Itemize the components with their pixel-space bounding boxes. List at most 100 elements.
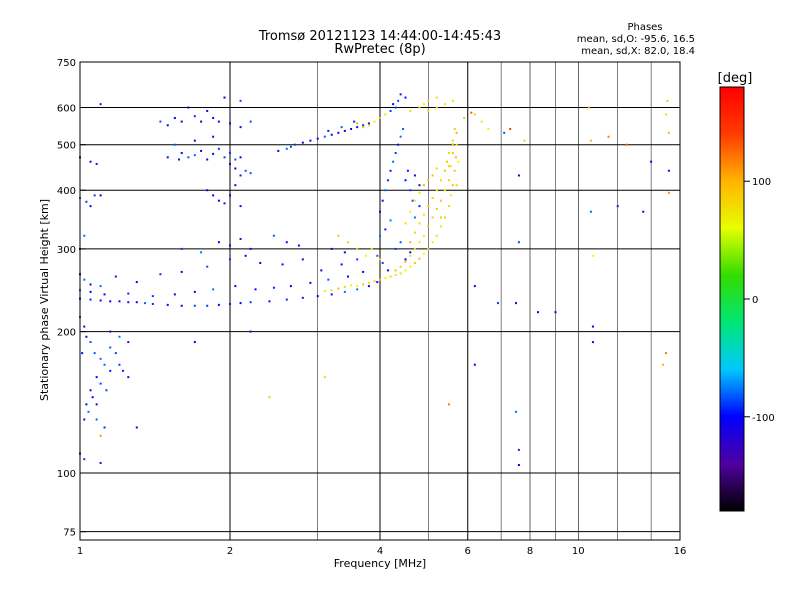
data-point [105, 389, 108, 392]
data-point [297, 244, 300, 247]
data-point [509, 128, 512, 131]
data-point [384, 228, 387, 231]
data-point [431, 197, 434, 200]
data-point [409, 241, 412, 244]
data-point [409, 109, 412, 112]
data-point [404, 222, 407, 225]
data-point [384, 277, 387, 280]
data-point [320, 269, 323, 272]
data-point [536, 311, 539, 314]
data-point [439, 199, 442, 202]
data-point [217, 199, 220, 202]
y-axis-ticks: 75 100 200 300 400 500 600 750 [57, 58, 86, 539]
data-point [223, 96, 226, 99]
data-point [356, 247, 359, 250]
data-point [135, 301, 138, 304]
data-point [127, 301, 130, 304]
data-point [376, 281, 379, 284]
data-point [367, 281, 370, 284]
data-point [517, 463, 520, 466]
data-point [166, 124, 169, 127]
y-tick-label: 750 [57, 58, 76, 69]
data-point [193, 304, 196, 307]
data-point [667, 169, 670, 172]
data-point [127, 292, 130, 295]
data-point [463, 116, 466, 119]
data-point [427, 109, 430, 112]
data-point [404, 260, 407, 263]
data-point [435, 234, 438, 237]
data-point [193, 115, 196, 118]
data-point [515, 410, 518, 413]
data-point [89, 283, 92, 286]
data-point [427, 99, 430, 102]
data-point [384, 113, 387, 116]
data-point [607, 135, 610, 138]
data-point [404, 96, 407, 99]
data-point [350, 128, 353, 131]
chart-title: Tromsø 20121123 14:44:00-14:45:43 [258, 29, 501, 44]
data-point [449, 194, 452, 197]
data-point [409, 189, 412, 192]
colorbar-ticks: 100 0 -100 [744, 177, 775, 424]
data-point [99, 357, 102, 360]
data-point [180, 270, 183, 273]
data-point [99, 299, 102, 302]
chart-subtitle: RwPretec (8p) [334, 42, 425, 57]
colorbar-label: [deg] [718, 71, 753, 86]
data-point [662, 363, 665, 366]
data-point [330, 293, 333, 296]
data-point [229, 194, 231, 197]
data-point [327, 278, 330, 281]
data-point [447, 165, 450, 168]
data-point [109, 330, 112, 333]
y-tick-label: 400 [57, 186, 76, 197]
data-point [323, 290, 326, 293]
data-point [180, 152, 183, 155]
data-point [180, 120, 183, 123]
data-point [193, 290, 196, 293]
data-point [89, 160, 92, 163]
data-point [135, 281, 138, 284]
data-point [143, 302, 146, 305]
data-point [239, 205, 242, 208]
data-point [362, 283, 365, 286]
data-point [99, 285, 102, 288]
data-point [193, 341, 196, 344]
data-point [422, 234, 425, 237]
data-point [443, 189, 446, 192]
colorbar-tick-label: 0 [752, 295, 758, 306]
data-point [81, 352, 84, 355]
data-point [356, 126, 359, 129]
data-point [217, 147, 220, 150]
data-point [435, 207, 438, 210]
data-point [95, 162, 98, 165]
data-point [223, 156, 226, 159]
data-point [83, 234, 86, 237]
data-point [447, 152, 450, 155]
data-point [367, 122, 370, 125]
data-point [343, 129, 346, 132]
data-point [151, 302, 154, 305]
data-point [496, 302, 499, 305]
data-point [523, 139, 526, 142]
data-point [301, 258, 304, 261]
data-point [454, 156, 457, 159]
data-point [427, 225, 430, 228]
data-point [379, 258, 381, 261]
data-point [427, 179, 430, 182]
data-point [200, 120, 203, 123]
data-point [422, 213, 425, 216]
data-point [418, 205, 421, 208]
data-point [103, 426, 106, 429]
data-point [404, 258, 407, 261]
x-tick-label: 16 [674, 546, 687, 557]
data-point [249, 330, 252, 333]
data-point [206, 158, 209, 161]
data-point [666, 99, 669, 102]
data-point [293, 143, 296, 146]
data-point [356, 285, 359, 288]
data-point [443, 216, 446, 219]
data-point [406, 169, 409, 172]
title-block: Tromsø 20121123 14:44:00-14:45:43 RwPret… [258, 29, 501, 57]
